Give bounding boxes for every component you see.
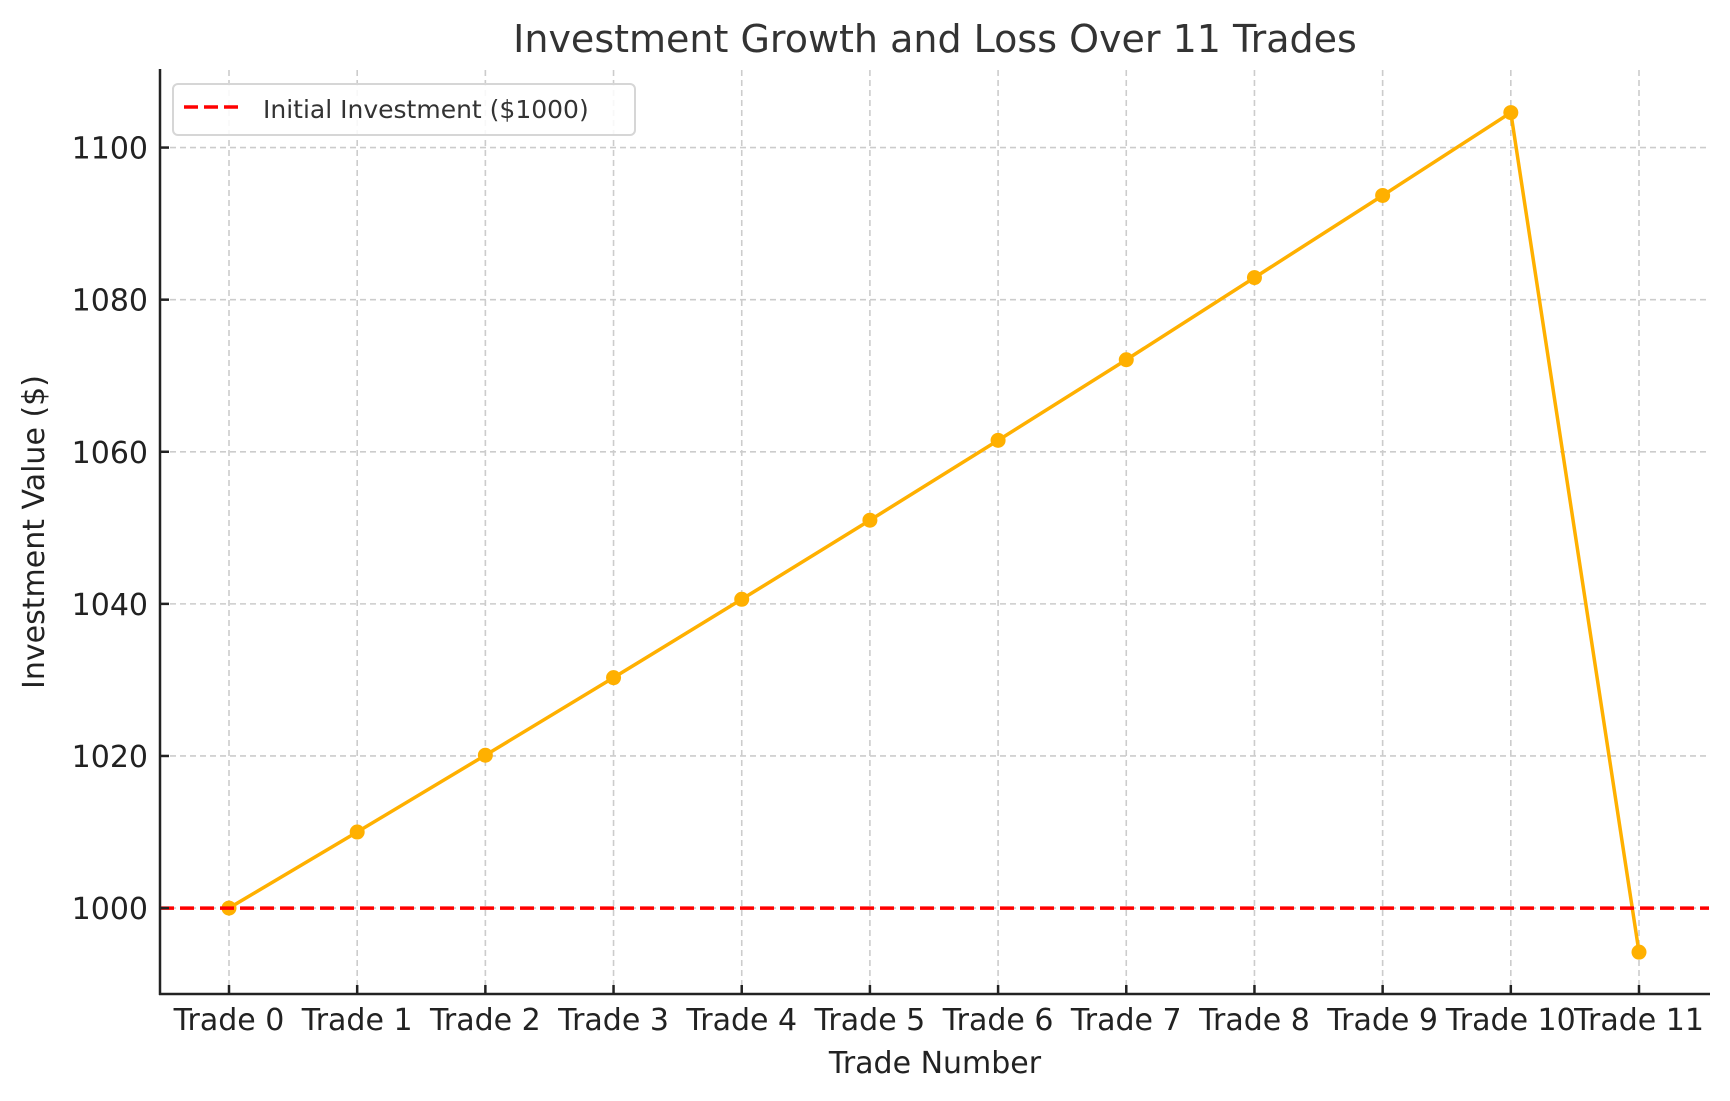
x-tick-label: Trade 1 <box>301 1003 413 1038</box>
x-tick-label: Trade 6 <box>942 1003 1054 1038</box>
legend-label: Initial Investment ($1000) <box>263 95 589 124</box>
x-tick-label: Trade 11 <box>1573 1003 1704 1038</box>
data-point-marker <box>1118 352 1134 368</box>
y-axis-label: Investment Value ($) <box>17 375 52 689</box>
data-point-marker <box>1631 944 1647 960</box>
data-point-marker <box>862 512 878 528</box>
legend-box <box>172 83 636 136</box>
x-tick-label: Trade 3 <box>557 1003 669 1038</box>
axes <box>158 69 1710 996</box>
x-axis-ticks: Trade 0 Trade 1 Trade 2 Trade 3 Trade 4 Trade… <box>173 985 1704 1038</box>
grid-lines <box>160 70 1709 994</box>
x-tick-label: Trade 4 <box>685 1003 797 1038</box>
x-tick-label: Trade 9 <box>1326 1003 1438 1038</box>
data-point-marker <box>1503 105 1519 121</box>
y-tick-label: 1100 <box>72 132 148 167</box>
y-tick-label: 1020 <box>72 740 148 775</box>
data-point-marker <box>1375 187 1391 203</box>
x-tick-label: Trade 0 <box>173 1003 285 1038</box>
data-point-marker <box>734 591 750 607</box>
y-tick-label: 1080 <box>72 284 148 319</box>
x-axis-label: Trade Number <box>828 1046 1042 1081</box>
chart-title: Investment Growth and Loss Over 11 Trade… <box>513 17 1357 61</box>
data-point-marker <box>1246 270 1262 286</box>
series-line <box>228 110 1641 953</box>
x-tick-label: Trade 7 <box>1070 1003 1182 1038</box>
y-tick-label: 1060 <box>72 436 148 471</box>
x-tick-label: Trade 2 <box>429 1003 541 1038</box>
data-point-marker <box>349 824 365 840</box>
x-tick-label: Trade 8 <box>1198 1003 1310 1038</box>
data-series <box>221 105 1647 960</box>
x-tick-label: Trade 10 <box>1445 1003 1576 1038</box>
y-tick-label: 1040 <box>72 588 148 623</box>
data-point-marker <box>477 747 493 763</box>
y-axis-ticks: 1000 1020 1040 1060 1080 1100 <box>72 132 169 927</box>
y-tick-label: 1000 <box>72 892 148 927</box>
data-point-marker <box>606 670 622 686</box>
x-tick-label: Trade 5 <box>814 1003 926 1038</box>
legend: Initial Investment ($1000) <box>172 83 636 136</box>
data-point-marker <box>990 432 1006 448</box>
